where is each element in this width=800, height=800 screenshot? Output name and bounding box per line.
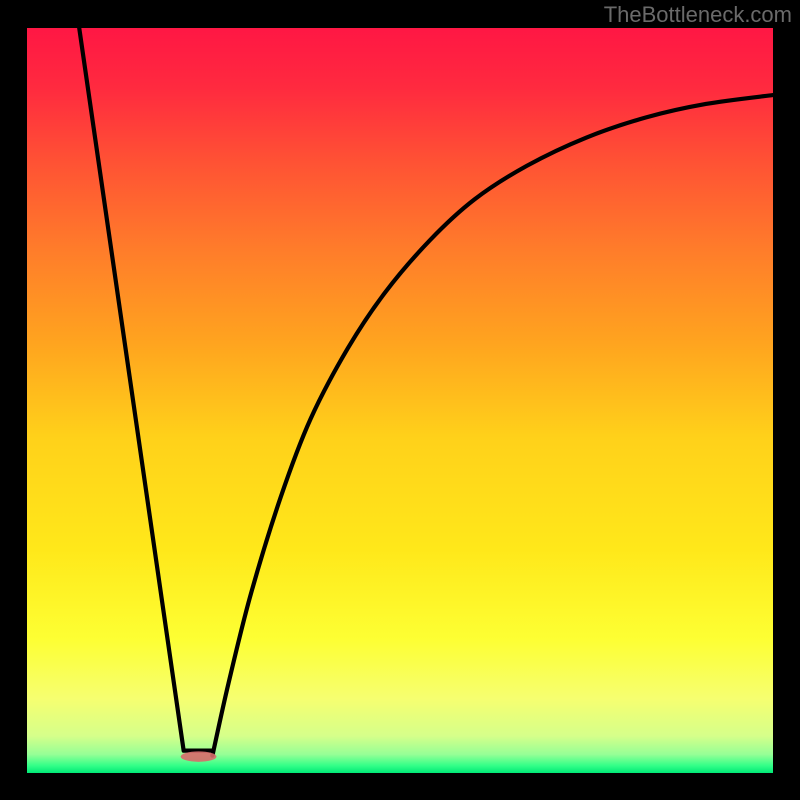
gradient-background [27, 28, 773, 773]
plot-svg [27, 28, 773, 773]
chart-container: TheBottleneck.com [0, 0, 800, 800]
watermark-text: TheBottleneck.com [604, 2, 792, 28]
plot-area [27, 28, 773, 773]
optimal-marker [181, 751, 217, 761]
